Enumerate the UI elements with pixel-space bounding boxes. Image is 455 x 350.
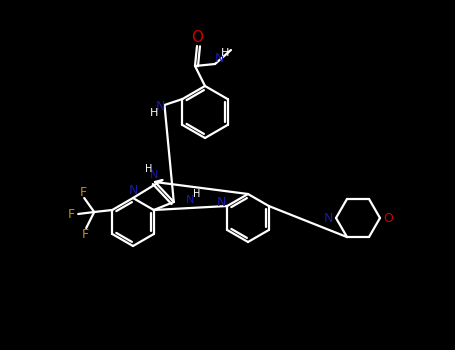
Text: N: N: [324, 211, 333, 224]
Text: H: H: [145, 164, 152, 174]
Text: N: N: [186, 195, 195, 205]
Text: O: O: [191, 30, 203, 46]
Text: N: N: [214, 52, 224, 65]
Text: N: N: [217, 196, 226, 209]
Text: F: F: [80, 186, 87, 198]
Text: N: N: [150, 170, 159, 180]
Text: N: N: [156, 100, 165, 113]
Text: H: H: [193, 189, 200, 199]
Text: N: N: [128, 183, 138, 196]
Text: H: H: [150, 108, 159, 118]
Text: F: F: [81, 229, 89, 241]
Text: O: O: [383, 211, 393, 224]
Text: F: F: [68, 209, 75, 222]
Text: H: H: [221, 48, 229, 58]
